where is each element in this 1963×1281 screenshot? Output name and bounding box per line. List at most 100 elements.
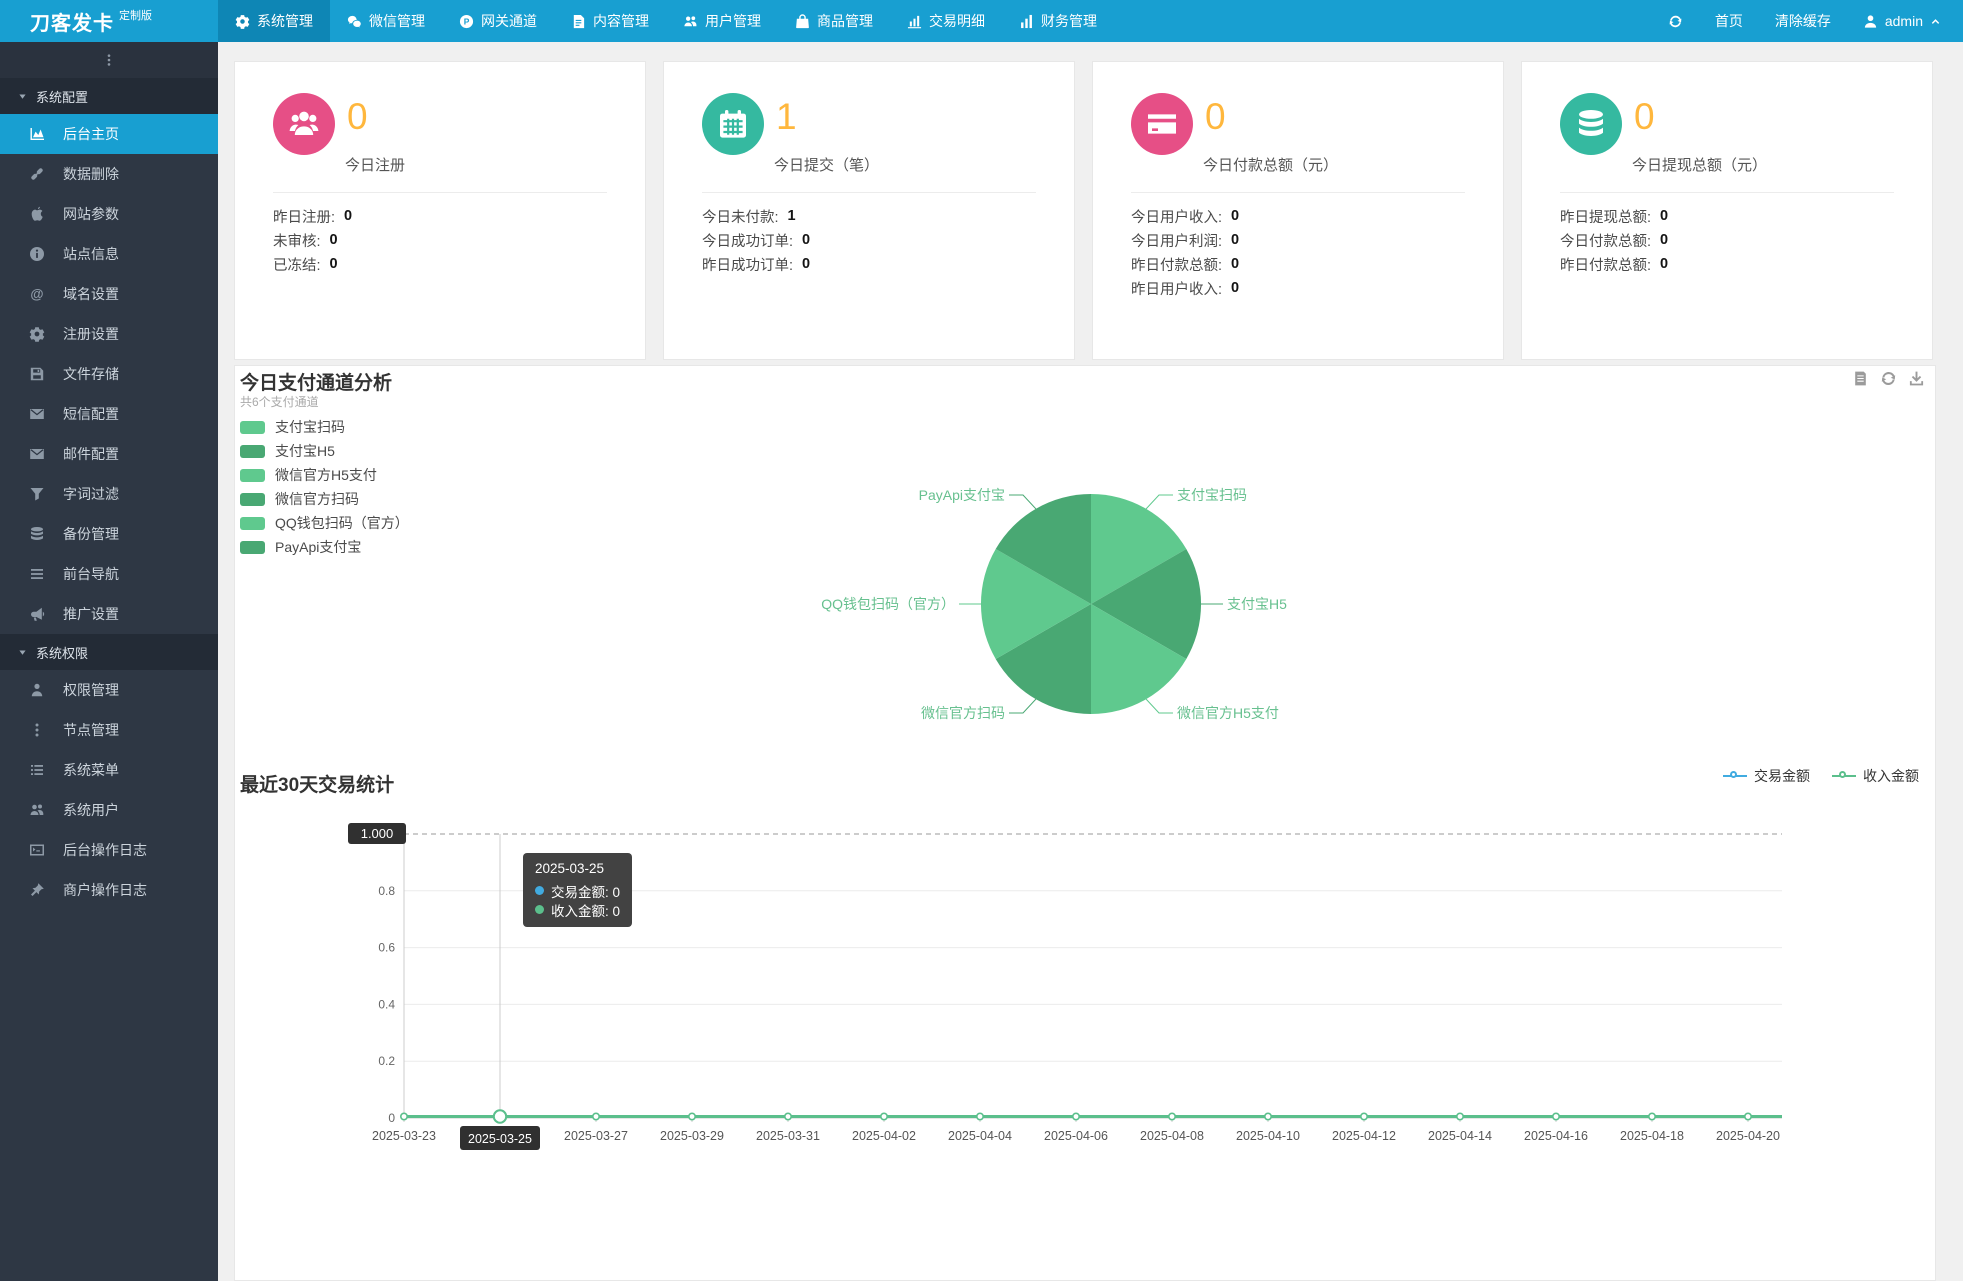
legend-label: 支付宝扫码 [275, 419, 345, 435]
sidebar-item-site-info[interactable]: 站点信息 [0, 234, 218, 274]
pie-legend-item-0[interactable]: 支付宝扫码 [240, 415, 409, 439]
sidebar-item-backup[interactable]: 备份管理 [0, 514, 218, 554]
sidebar-item-label: 系统用户 [63, 802, 119, 818]
legend-label: QQ钱包扫码（官方） [275, 515, 409, 531]
sidebar-item-label: 前台导航 [63, 566, 119, 582]
line-legend-item-1[interactable]: 收入金额 [1832, 766, 1919, 786]
nav-item-transactions[interactable]: 交易明细 [890, 0, 1002, 42]
nav-item-wechat[interactable]: 微信管理 [330, 0, 442, 42]
sidebar-item-dashboard[interactable]: 后台主页 [0, 114, 218, 154]
sidebar-item-merchant-log[interactable]: 商户操作日志 [0, 870, 218, 910]
sidebar-item-domain[interactable]: @ 域名设置 [0, 274, 218, 314]
database-icon [28, 526, 46, 542]
toolbox-data-view-icon[interactable] [1852, 370, 1869, 387]
nav-item-gateway[interactable]: P 网关通道 [442, 0, 554, 42]
nav-item-user[interactable]: 用户管理 [666, 0, 778, 42]
pie-slice-0[interactable] [1091, 494, 1187, 604]
pie-slice-label: 微信官方H5支付 [1177, 705, 1279, 721]
sidebar-item-system-users[interactable]: 系统用户 [0, 790, 218, 830]
sidebar-item-label: 注册设置 [63, 326, 119, 342]
sidebar-item-promotion[interactable]: 推广设置 [0, 594, 218, 634]
svg-text:2025-04-14: 2025-04-14 [1428, 1129, 1492, 1143]
sidebar-item-sms[interactable]: 短信配置 [0, 394, 218, 434]
stat-row-value: 0 [344, 208, 353, 224]
wechat-icon [347, 14, 362, 29]
sidebar-item-file-storage[interactable]: 文件存储 [0, 354, 218, 394]
sidebar-item-node[interactable]: 节点管理 [0, 710, 218, 750]
legend-label: 微信官方扫码 [275, 491, 359, 507]
svg-text:2025-04-10: 2025-04-10 [1236, 1129, 1300, 1143]
stat-row-label: 今日成功订单: [702, 233, 794, 250]
sidebar-item-data-delete[interactable]: 数据删除 [0, 154, 218, 194]
sidebar-item-permission[interactable]: 权限管理 [0, 670, 218, 710]
sidebar-item-front-nav[interactable]: 前台导航 [0, 554, 218, 594]
calendar-icon [717, 108, 749, 140]
pie-slice-5[interactable] [995, 494, 1091, 604]
home-link[interactable]: 首页 [1715, 11, 1743, 31]
stat-row-label: 昨日注册: [273, 209, 336, 226]
toolbox-refresh-icon[interactable] [1880, 370, 1897, 387]
pie-slice-1[interactable] [1091, 549, 1202, 659]
sidebar-item-label: 短信配置 [63, 406, 119, 422]
stat-label: 今日提现总额（元） [1632, 157, 1768, 174]
svg-text:2025-04-18: 2025-04-18 [1620, 1129, 1684, 1143]
tooltip-row-0: 交易金额: 0 [535, 881, 620, 900]
nav-item-content[interactable]: 内容管理 [554, 0, 666, 42]
pie-legend-item-3[interactable]: 微信官方扫码 [240, 487, 409, 511]
sidebar-item-site-params[interactable]: 网站参数 [0, 194, 218, 234]
user-menu[interactable]: admin [1863, 13, 1941, 29]
refresh-button[interactable] [1668, 14, 1683, 29]
pie-slice-4[interactable] [980, 549, 1091, 659]
stat-row-label: 已冻结: [273, 257, 321, 274]
legend-label: 交易金额 [1754, 768, 1810, 784]
svg-text:@: @ [30, 286, 43, 301]
legend-swatch [240, 492, 265, 506]
pie-slice-2[interactable] [1091, 604, 1187, 714]
sidebar-section-1[interactable]: 系统权限 [0, 634, 218, 670]
line-legend-item-0[interactable]: 交易金额 [1723, 766, 1810, 786]
legend-label: PayApi支付宝 [275, 539, 362, 555]
nav-item-finance[interactable]: 财务管理 [1002, 0, 1114, 42]
pie-slice-label: 支付宝H5 [1227, 596, 1287, 612]
pie-slice-label: 支付宝扫码 [1177, 487, 1247, 503]
sidebar-item-word-filter[interactable]: 字词过滤 [0, 474, 218, 514]
sidebar-item-register[interactable]: 注册设置 [0, 314, 218, 354]
clear-cache-link[interactable]: 清除缓存 [1775, 11, 1831, 31]
sidebar-item-label: 网站参数 [63, 206, 119, 222]
pie-legend-item-1[interactable]: 支付宝H5 [240, 439, 409, 463]
sidebar-section-0[interactable]: 系统配置 [0, 78, 218, 114]
sidebar-item-mail[interactable]: 邮件配置 [0, 434, 218, 474]
stat-row: 昨日注册: 0 [273, 204, 617, 228]
pie-legend-item-2[interactable]: 微信官方H5支付 [240, 463, 409, 487]
nav-item-product[interactable]: 商品管理 [778, 0, 890, 42]
legend-swatch [240, 420, 265, 434]
svg-text:2025-04-08: 2025-04-08 [1140, 1129, 1204, 1143]
sidebar-item-system-menu[interactable]: 系统菜单 [0, 750, 218, 790]
user-icon [1863, 14, 1878, 29]
sidebar-item-label: 字词过滤 [63, 486, 119, 502]
stat-label: 今日注册 [345, 157, 406, 174]
sidebar-item-label: 权限管理 [63, 682, 119, 698]
pin-icon [28, 882, 46, 898]
sidebar-item-label: 数据删除 [63, 166, 119, 182]
pie-legend-item-5[interactable]: PayApi支付宝 [240, 535, 409, 559]
sidebar-collapse-toggle[interactable] [0, 42, 218, 78]
top-navbar: 刀客发卡 定制版 系统管理 微信管理 P 网关通道 内容管理 用户管理 商品管理 交易明细 财务… [0, 0, 1963, 42]
sidebar-item-label: 域名设置 [63, 286, 119, 302]
sidebar-item-admin-log[interactable]: 后台操作日志 [0, 830, 218, 870]
stat-row-label: 今日用户收入: [1131, 209, 1223, 226]
toolbox-download-icon[interactable] [1908, 370, 1925, 387]
pie-slice-label: QQ钱包扫码（官方） [821, 596, 955, 612]
stat-row: 今日用户收入: 0 [1131, 204, 1475, 228]
nav-item-system[interactable]: 系统管理 [218, 0, 330, 42]
svg-text:0.2: 0.2 [378, 1054, 395, 1068]
tooltip-date: 2025-03-25 [535, 861, 605, 876]
svg-text:2025-04-02: 2025-04-02 [852, 1129, 916, 1143]
pie-legend-item-4[interactable]: QQ钱包扫码（官方） [240, 511, 409, 535]
stat-row-label: 昨日付款总额: [1560, 257, 1652, 274]
chevron-up-icon [1930, 16, 1941, 27]
pie-slice-3[interactable] [995, 604, 1091, 714]
sidebar-item-label: 后台操作日志 [63, 842, 147, 858]
line-chart[interactable]: 00.20.40.60.82025-03-232025-03-252025-03… [235, 791, 1937, 1171]
